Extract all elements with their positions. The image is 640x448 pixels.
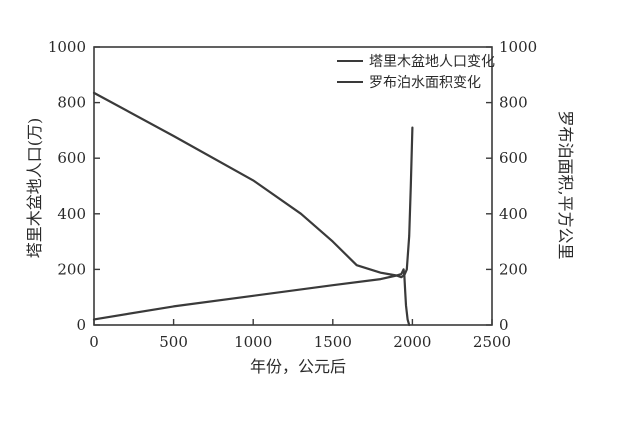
- axis-tick-labels: 0 500 1000 1500 2000 250002004006008001000020…: [48, 38, 537, 351]
- right-y-tick-label: 600: [499, 149, 528, 167]
- series-line-1: [92, 268, 411, 327]
- x-tick-label: 2500: [473, 333, 511, 351]
- right-y-tick-label: 800: [499, 94, 528, 112]
- left-y-tick-label: 200: [57, 260, 86, 278]
- right-y-tick-label: 400: [499, 205, 528, 223]
- x-tick-label: 2000: [393, 333, 431, 351]
- left-y-tick-label: 1000: [48, 38, 86, 56]
- right-y-tick-label: 1000: [499, 38, 537, 56]
- right-y-tick-label: 0: [499, 316, 509, 334]
- left-y-tick-label: 400: [57, 205, 86, 223]
- legend-label-2: 罗布泊水面积变化: [369, 75, 481, 91]
- left-y-tick-label: 0: [76, 316, 86, 334]
- x-tick-label: 1000: [234, 333, 272, 351]
- plot-frame: [93, 46, 493, 326]
- right-y-tick-label: 200: [499, 260, 528, 278]
- axis-ticks: [93, 46, 493, 326]
- x-tick-label: 0: [89, 333, 99, 351]
- x-tick-label: 1500: [314, 333, 352, 351]
- x-tick-label: 500: [159, 333, 188, 351]
- legend-label-1: 塔里木盆地人口变化: [369, 54, 495, 70]
- series-layer: [92, 91, 414, 327]
- left-axis-title: 塔里木盆地人口(万): [25, 118, 44, 259]
- left-y-tick-label: 800: [57, 94, 86, 112]
- left-y-tick-label: 600: [57, 149, 86, 167]
- x-axis-title: 年份，公元后: [250, 357, 346, 376]
- plot-border: [93, 46, 493, 326]
- series-line-2: [92, 91, 414, 279]
- right-axis-title: 罗布泊面积,平方公里: [556, 110, 575, 259]
